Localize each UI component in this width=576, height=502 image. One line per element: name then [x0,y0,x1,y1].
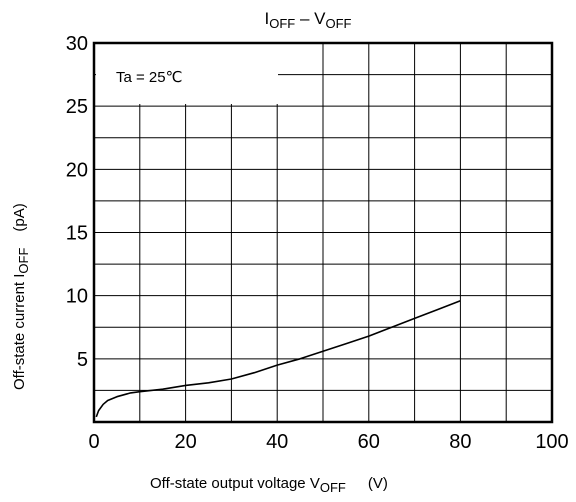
x-tick-label: 0 [88,431,99,453]
plot-frame [92,41,554,424]
title-main-1: I [265,9,270,28]
gridlines [94,43,552,422]
y-tick-label: 15 [66,223,88,245]
x-tick-label: 20 [174,431,196,453]
y-tick-labels: 5 10 15 20 25 30 [66,33,88,371]
title-dash: – [295,9,314,28]
y-tick-label: 5 [77,349,88,371]
y-axis-label: Off-state current IOFF (pA) [11,203,31,390]
x-axis-label-sub: OFF [320,480,346,495]
x-axis-label-text: Off-state output voltage V [150,475,320,492]
title-sub-2: OFF [325,16,351,31]
x-axis-label-unit: (V) [368,475,388,492]
series-group [95,299,461,418]
x-axis-label: Off-state output voltage VOFF (V) [150,475,388,495]
annotation-box [96,44,278,104]
series-line [95,299,461,418]
y-axis-label-sub: OFF [16,248,31,274]
x-tick-labels: 0 20 40 60 80 100 [88,431,568,453]
chart-title: IOFF – VOFF [265,9,352,31]
y-tick-label: 30 [66,33,88,55]
y-tick-label: 10 [66,286,88,308]
y-tick-label: 20 [66,159,88,181]
title-sub-1: OFF [269,16,295,31]
x-tick-label: 100 [535,431,568,453]
x-tick-label: 60 [358,431,380,453]
y-axis-label-unit: (pA) [11,203,28,231]
x-tick-label: 80 [449,431,471,453]
y-axis-label-text: Off-state current I [11,274,28,390]
annotation-label: Ta = 25℃ [116,69,182,86]
y-tick-label: 25 [66,96,88,118]
x-tick-label: 40 [266,431,288,453]
title-main-2: V [314,9,326,28]
